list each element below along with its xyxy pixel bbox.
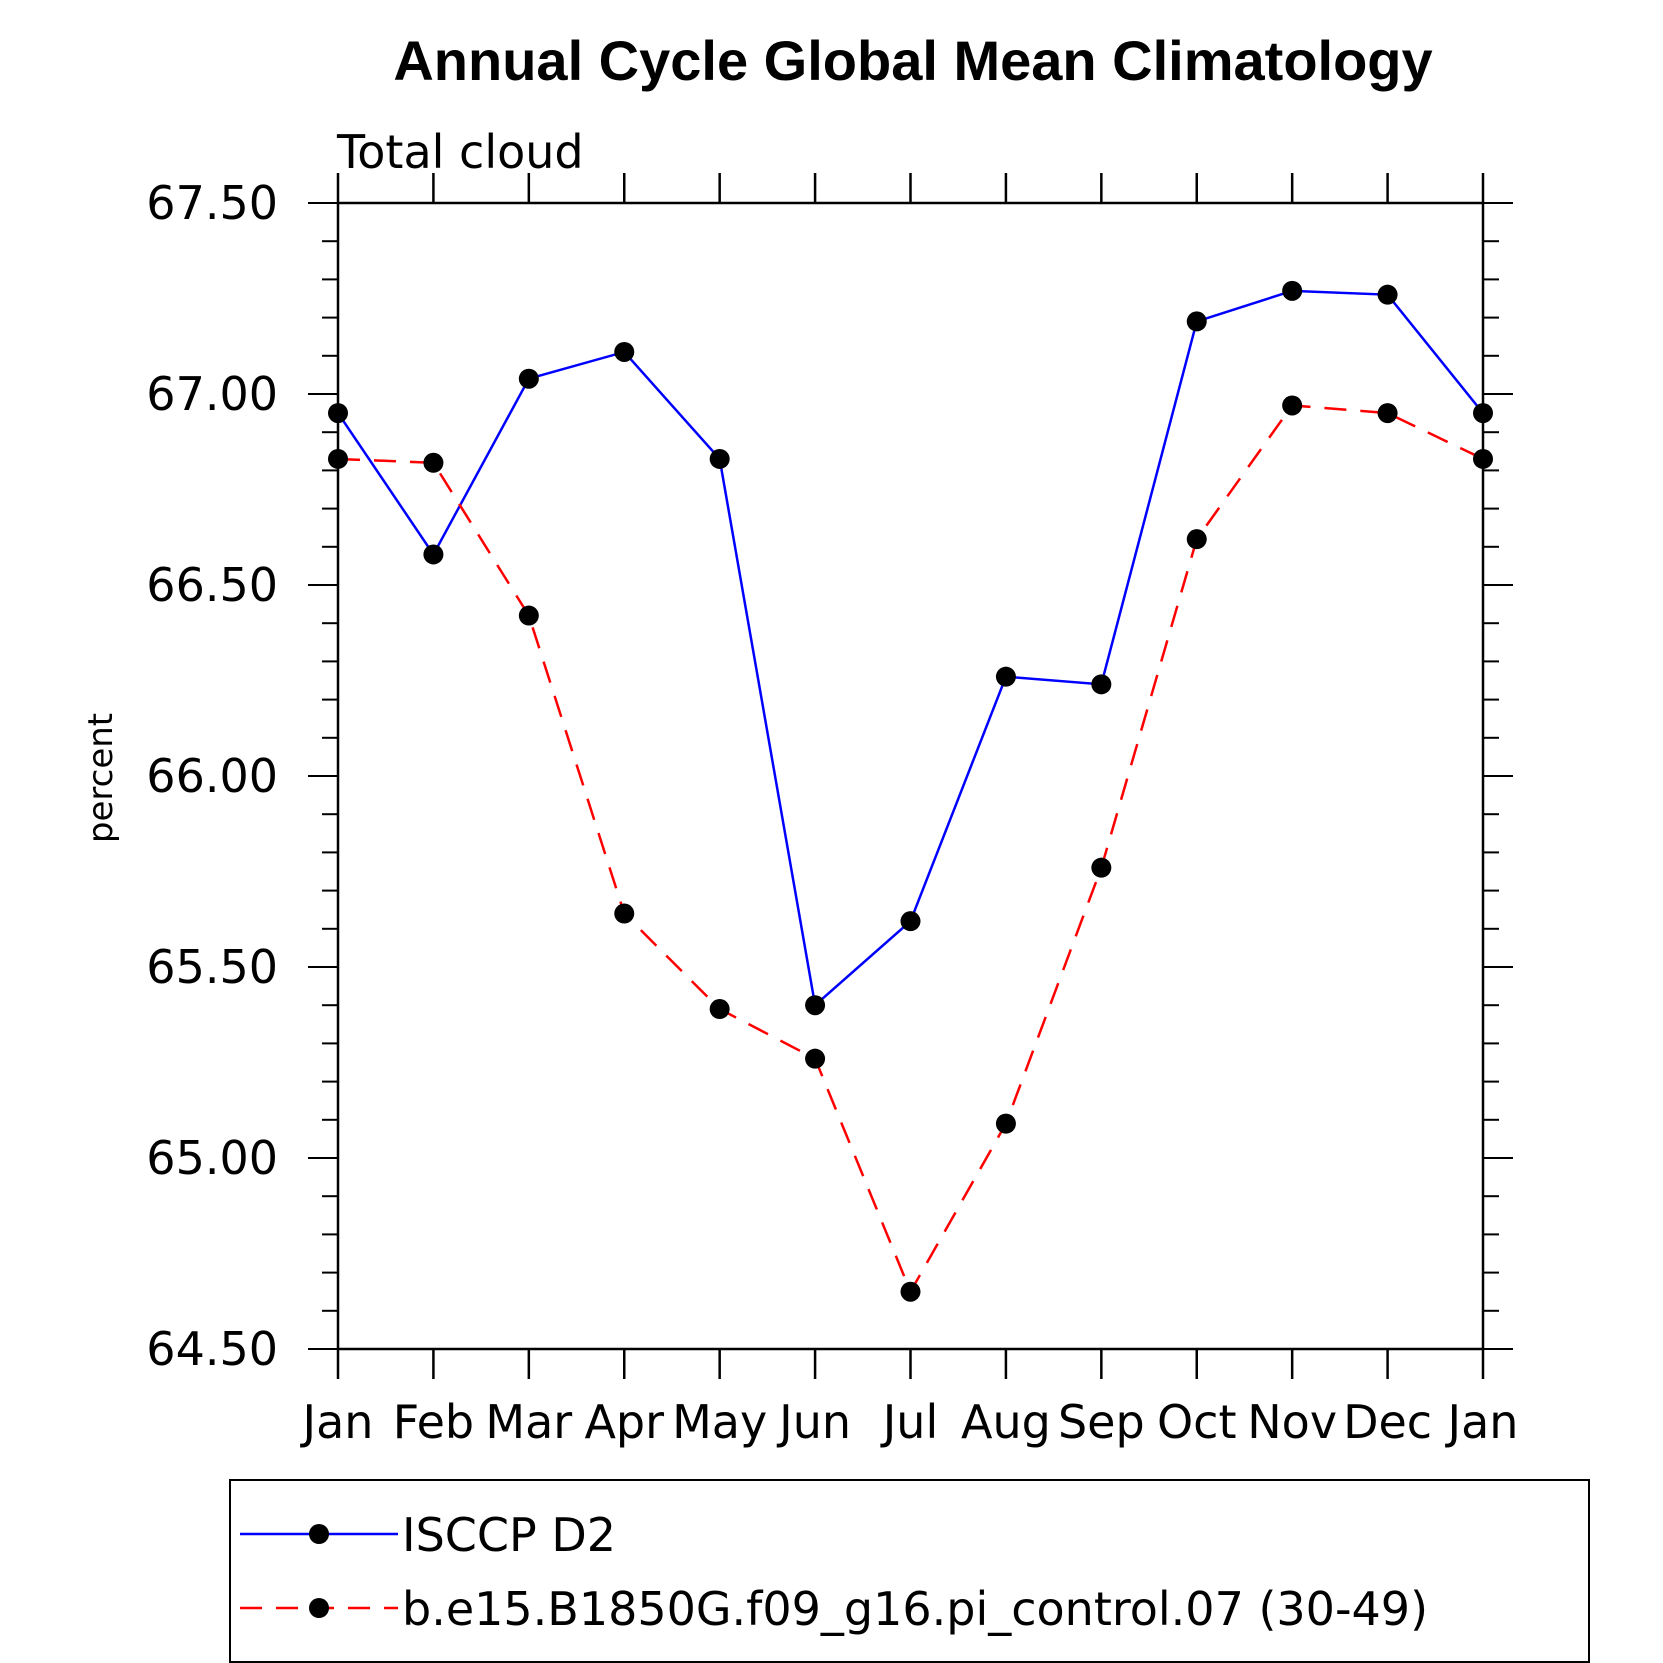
data-point: [614, 341, 635, 362]
data-point: [518, 605, 539, 626]
x-tick-label: Jan: [300, 1395, 374, 1449]
data-point: [1473, 448, 1493, 469]
x-tick-label: Feb: [393, 1395, 474, 1449]
x-tick-labels: Jan Feb Mar Apr May Jun Jul Aug Sep Oct Nov Dec Jan: [300, 1395, 1519, 1449]
x-tick-label: Sep: [1058, 1395, 1145, 1449]
data-point: [518, 368, 539, 389]
data-point: [709, 448, 730, 469]
data-point: [1186, 529, 1207, 550]
legend-box: [229, 1479, 1590, 1663]
y-tick-label: 65.00: [146, 1131, 278, 1185]
chart-subtitle: Total cloud: [336, 125, 584, 179]
data-point: [1473, 403, 1493, 424]
data-point: [709, 999, 730, 1020]
x-tick-label: Apr: [584, 1395, 664, 1449]
y-tick-label: 67.50: [146, 176, 278, 230]
y-tick-labels: 64.50 65.00 65.50 66.00 66.50 67.00 67.50: [146, 176, 278, 1376]
legend-entry: ISCCP D2: [240, 1508, 616, 1562]
legend-label: b.e15.B1850G.f09_g16.pi_control.07 (30-4…: [402, 1582, 1428, 1636]
legend-label: ISCCP D2: [402, 1508, 616, 1562]
x-tick-label: Mar: [485, 1395, 572, 1449]
series-layer: [328, 280, 1493, 1302]
data-point: [328, 403, 348, 424]
data-point: [995, 1113, 1016, 1134]
data-point: [328, 448, 348, 469]
y-tick-label: 65.50: [146, 940, 278, 994]
axis-ticks: [308, 173, 1513, 1379]
data-point: [1377, 284, 1398, 305]
x-tick-label: Dec: [1343, 1395, 1432, 1449]
data-point: [614, 903, 635, 924]
plot-frame: [336, 201, 1485, 1351]
x-tick-label: Jan: [1445, 1395, 1519, 1449]
y-tick-label: 67.00: [146, 367, 278, 421]
x-tick-label: Aug: [961, 1395, 1051, 1449]
legend-entry: b.e15.B1850G.f09_g16.pi_control.07 (30-4…: [240, 1582, 1428, 1636]
series-line: [336, 289, 1484, 1008]
data-point: [900, 911, 921, 932]
data-point: [1282, 280, 1303, 301]
data-point: [995, 666, 1016, 687]
legend: ISCCP D2 b.e15.B1850G.f09_g16.pi_control.…: [229, 1479, 1590, 1663]
data-point: [900, 1281, 921, 1302]
data-point: [423, 544, 444, 565]
legend-marker: [309, 1524, 329, 1544]
x-tick-label: May: [672, 1395, 767, 1449]
x-tick-label: Jun: [776, 1395, 851, 1449]
series-2: [328, 395, 1493, 1302]
data-point: [1377, 403, 1398, 424]
y-tick-label: 66.50: [146, 558, 278, 612]
data-point: [423, 452, 444, 473]
data-point: [1091, 674, 1112, 695]
y-tick-label: 64.50: [146, 1322, 278, 1376]
x-tick-label: Oct: [1157, 1395, 1237, 1449]
x-tick-label: Jul: [880, 1395, 939, 1449]
data-point: [1091, 857, 1112, 878]
y-tick-label: 66.00: [146, 749, 278, 803]
x-tick-label: Nov: [1247, 1395, 1337, 1449]
data-point: [1186, 311, 1207, 332]
data-point: [1282, 395, 1303, 416]
chart-title: Annual Cycle Global Mean Climatology: [393, 29, 1432, 92]
y-axis-label: percent: [81, 713, 121, 843]
series-line: [337, 404, 1484, 1295]
series-1: [328, 280, 1493, 1016]
legend-marker: [309, 1598, 329, 1618]
data-point: [805, 1048, 826, 1069]
data-point: [805, 995, 826, 1016]
